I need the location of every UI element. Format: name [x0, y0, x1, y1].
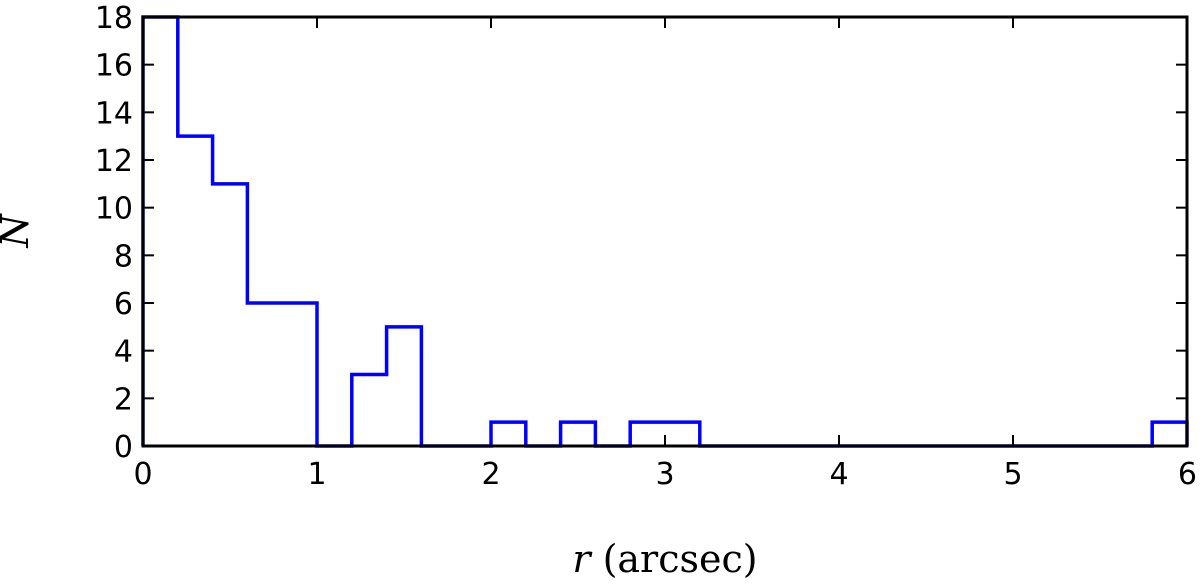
- series-layer: [141, 15, 1189, 448]
- y-tick-label: 0: [114, 430, 133, 465]
- x-tick-label: 0: [133, 457, 152, 492]
- x-tick-label: 3: [655, 457, 674, 492]
- histogram-step-line: [141, 15, 1189, 448]
- y-tick-label: 2: [114, 382, 133, 417]
- y-axis-label: N: [0, 213, 37, 249]
- x-tick-label: 4: [829, 457, 848, 492]
- y-tick-label: 4: [114, 335, 133, 370]
- x-tick-label: 6: [1178, 457, 1197, 492]
- plot-frame: [141, 15, 1189, 448]
- x-axis-label: r (arcsec): [572, 537, 757, 581]
- ticks-layer: [142, 16, 1188, 447]
- y-tick-label: 10: [95, 192, 133, 227]
- y-tick-label: 18: [95, 1, 133, 36]
- x-tick-label: 1: [307, 457, 326, 492]
- x-tick-label: 2: [481, 457, 500, 492]
- y-tick-label: 8: [114, 239, 133, 274]
- y-tick-label: 16: [95, 49, 133, 84]
- y-tick-label: 6: [114, 287, 133, 322]
- x-axis-label-unit: (arcsec): [603, 537, 758, 581]
- y-tick-label: 14: [95, 96, 133, 131]
- x-axis-label-var: r: [572, 537, 593, 581]
- x-tick-label: 5: [1003, 457, 1022, 492]
- y-tick-label: 12: [95, 144, 133, 179]
